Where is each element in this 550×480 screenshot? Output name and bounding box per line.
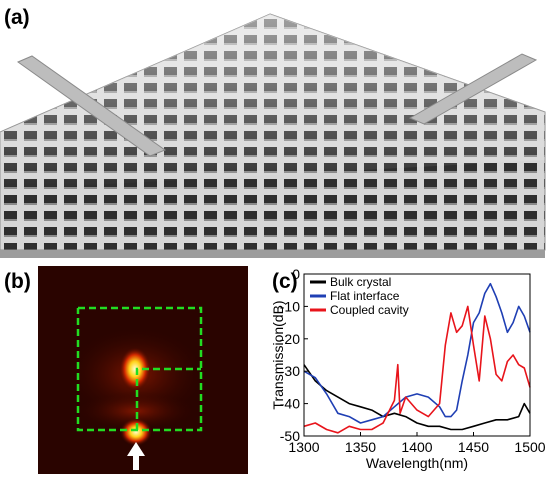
x-tick-label: 1300 (288, 439, 319, 455)
x-tick-label: 1400 (401, 439, 432, 455)
legend-label: Coupled cavity (330, 303, 409, 317)
x-tick-label: 1450 (458, 439, 489, 455)
y-axis-title: Transmission(dB) (272, 300, 286, 409)
series-line-bulk-crystal (303, 364, 531, 431)
series-line-coupled-cavity (303, 305, 531, 434)
y-tick-label: 0 (292, 266, 300, 282)
panel-label-c: (c) (272, 270, 298, 293)
panel-label-a: (a) (4, 6, 30, 29)
output-waveguide (408, 53, 538, 125)
y-tick-label: -20 (280, 331, 300, 347)
x-tick-label: 1350 (345, 439, 376, 455)
transmission-chart: 1300 1350 1400 1450 1500 -50 -40 -30 -20 -10 0 Wave… (272, 266, 546, 471)
y-tick-label: -30 (280, 363, 300, 379)
y-tick-label: -50 (280, 428, 300, 444)
lower-hot-spot (120, 418, 152, 446)
dashed-cavity-line (135, 367, 201, 430)
lattice-front-edge (0, 250, 545, 258)
series-line-flat-interface (303, 282, 531, 424)
panel-label-b: (b) (4, 270, 31, 293)
y-tick-label: -40 (280, 396, 300, 412)
legend-label: Flat interface (330, 289, 400, 303)
x-axis-title: Wavelength(nm) (366, 455, 468, 471)
upper-hot-spot (119, 347, 151, 391)
legend-label: Bulk crystal (330, 275, 391, 289)
input-arrow-icon (127, 442, 145, 470)
input-waveguide (16, 55, 167, 157)
dashed-outline (76, 306, 203, 432)
x-tick-label: 1500 (514, 439, 545, 455)
field-intensity-map (38, 266, 248, 474)
photonic-crystal-lattice-render (0, 13, 546, 258)
y-tick-label: -10 (280, 298, 300, 314)
